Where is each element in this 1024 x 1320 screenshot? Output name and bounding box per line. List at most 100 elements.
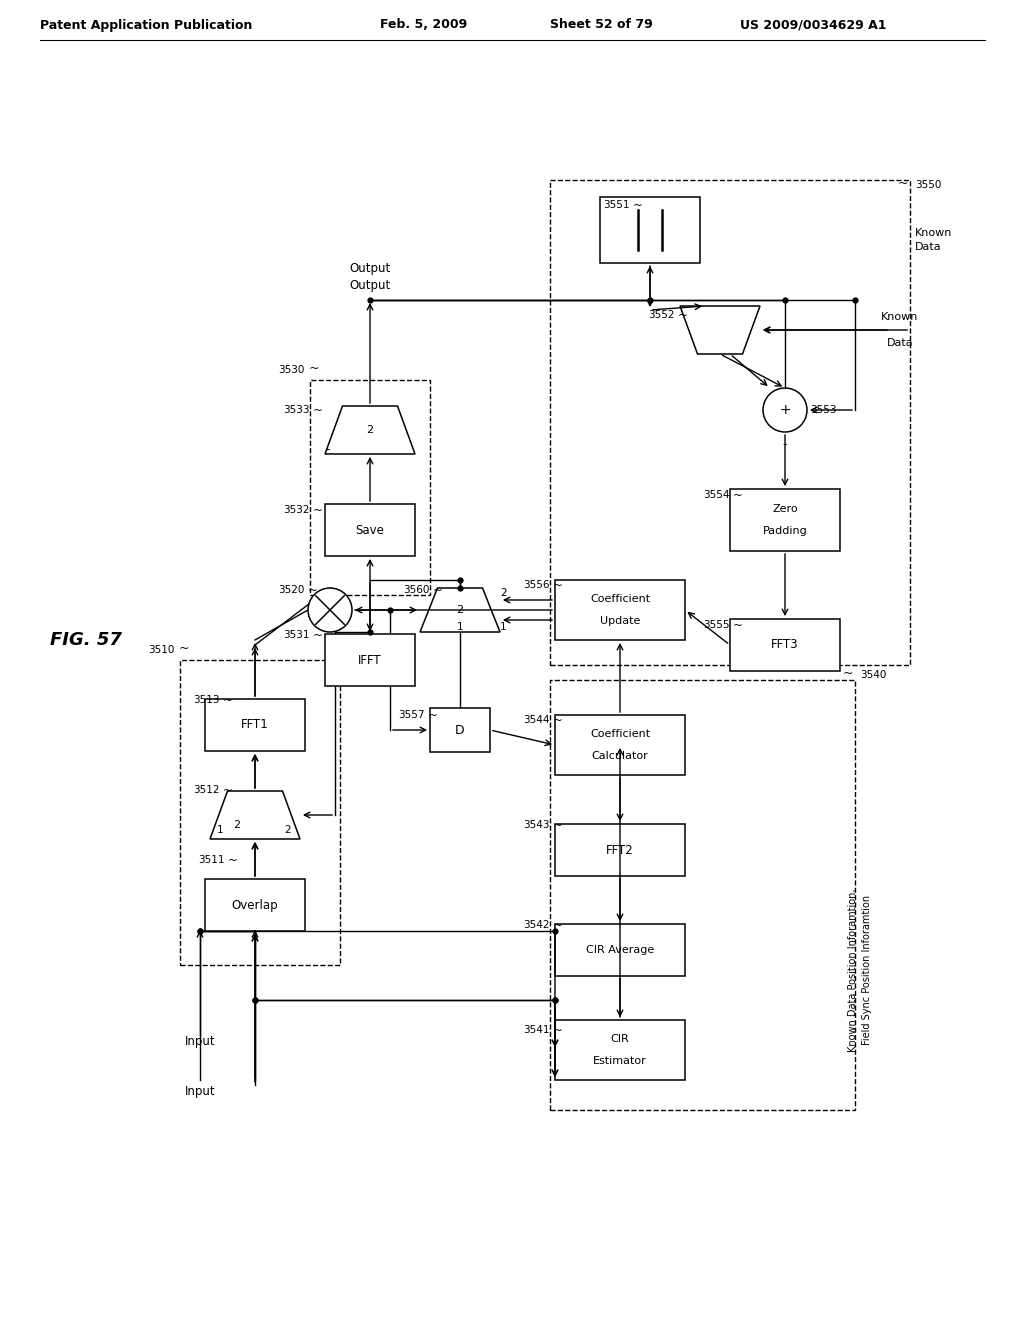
Text: 3510: 3510 xyxy=(148,645,175,655)
Bar xyxy=(555,1020,685,1080)
Text: 3543: 3543 xyxy=(523,820,550,830)
Text: ~: ~ xyxy=(553,578,563,591)
Text: 3531: 3531 xyxy=(284,630,310,640)
Text: ~: ~ xyxy=(553,1023,563,1036)
Text: ~: ~ xyxy=(433,583,442,597)
Text: Sheet 52 of 79: Sheet 52 of 79 xyxy=(550,18,652,32)
Bar xyxy=(205,700,305,751)
Text: ~: ~ xyxy=(553,818,563,832)
Text: ~: ~ xyxy=(678,309,688,322)
Text: 3554: 3554 xyxy=(703,490,730,500)
Bar xyxy=(555,824,685,876)
Text: 3556: 3556 xyxy=(523,579,550,590)
Text: ~: ~ xyxy=(308,583,317,597)
Text: Estimator: Estimator xyxy=(593,1056,647,1065)
Polygon shape xyxy=(210,791,300,840)
Text: Input: Input xyxy=(184,1085,215,1098)
Bar xyxy=(180,660,340,965)
Text: Known: Known xyxy=(882,312,919,322)
Text: 3552: 3552 xyxy=(648,310,675,319)
Text: 3557: 3557 xyxy=(398,710,425,719)
Text: Coefficient: Coefficient xyxy=(590,729,650,739)
Text: 1: 1 xyxy=(457,622,463,632)
Text: 3551: 3551 xyxy=(603,201,630,210)
Text: FFT3: FFT3 xyxy=(771,639,799,652)
Text: 3533: 3533 xyxy=(284,405,310,414)
Text: Save: Save xyxy=(355,524,384,536)
Bar xyxy=(550,180,910,665)
Text: Input: Input xyxy=(184,1035,215,1048)
Text: 3542: 3542 xyxy=(523,920,550,931)
Text: Output: Output xyxy=(349,279,390,292)
Text: CIR Average: CIR Average xyxy=(586,945,654,954)
Text: 2: 2 xyxy=(457,605,464,615)
Text: Update: Update xyxy=(600,616,640,626)
Text: 1: 1 xyxy=(217,825,223,836)
Bar xyxy=(555,924,685,975)
Text: ~: ~ xyxy=(553,714,563,726)
Bar xyxy=(730,488,840,550)
Text: CIR: CIR xyxy=(610,1034,630,1044)
Text: Coefficient: Coefficient xyxy=(590,594,650,605)
Text: 2: 2 xyxy=(285,825,291,836)
Text: 3513: 3513 xyxy=(194,696,220,705)
Text: 3520: 3520 xyxy=(279,585,305,595)
Text: ~: ~ xyxy=(223,693,232,706)
Text: ~: ~ xyxy=(428,709,438,722)
Text: ~: ~ xyxy=(179,642,189,655)
Text: FIG. 57: FIG. 57 xyxy=(50,631,122,649)
Text: ~: ~ xyxy=(313,503,323,516)
Text: Overlap: Overlap xyxy=(231,899,279,912)
Text: ~: ~ xyxy=(309,362,319,375)
Text: 3550: 3550 xyxy=(915,180,941,190)
Text: ~: ~ xyxy=(633,198,643,211)
Text: ~: ~ xyxy=(733,488,742,502)
Text: ~: ~ xyxy=(313,628,323,642)
Text: ~: ~ xyxy=(313,404,323,417)
Text: 2: 2 xyxy=(367,425,374,436)
Text: 3560: 3560 xyxy=(403,585,430,595)
Bar xyxy=(325,634,415,686)
Text: -: - xyxy=(782,438,787,451)
Polygon shape xyxy=(325,407,415,454)
Text: Zero: Zero xyxy=(772,504,798,513)
Text: 3530: 3530 xyxy=(279,366,305,375)
Text: ~: ~ xyxy=(228,854,238,866)
Bar xyxy=(430,708,490,752)
Bar xyxy=(550,680,855,1110)
Text: 3532: 3532 xyxy=(284,506,310,515)
Text: D: D xyxy=(456,723,465,737)
Bar xyxy=(555,579,685,640)
Text: Padding: Padding xyxy=(763,527,807,536)
Text: 3553: 3553 xyxy=(810,405,837,414)
Text: FFT1: FFT1 xyxy=(241,718,269,731)
Text: ~: ~ xyxy=(897,177,908,190)
Text: ~: ~ xyxy=(223,784,232,796)
Bar xyxy=(555,715,685,775)
Circle shape xyxy=(308,587,352,632)
Text: ~: ~ xyxy=(843,667,853,680)
Bar xyxy=(600,198,700,263)
Text: 3544: 3544 xyxy=(523,715,550,725)
Text: 1: 1 xyxy=(500,622,507,632)
Text: 2: 2 xyxy=(500,587,507,598)
Text: Known
Data: Known Data xyxy=(915,228,952,252)
Polygon shape xyxy=(680,306,760,354)
Text: Data: Data xyxy=(887,338,913,348)
Text: ~: ~ xyxy=(553,919,563,932)
Polygon shape xyxy=(420,587,500,632)
Text: IFFT: IFFT xyxy=(358,653,382,667)
Bar xyxy=(310,380,430,595)
Text: 3555: 3555 xyxy=(703,620,730,630)
Text: 3540: 3540 xyxy=(860,671,887,680)
Text: ~: ~ xyxy=(733,619,742,631)
Bar xyxy=(325,504,415,556)
Text: US 2009/0034629 A1: US 2009/0034629 A1 xyxy=(740,18,887,32)
Text: Feb. 5, 2009: Feb. 5, 2009 xyxy=(380,18,467,32)
Bar xyxy=(205,879,305,931)
Text: Calculator: Calculator xyxy=(592,751,648,760)
Text: +: + xyxy=(779,403,791,417)
Text: FFT2: FFT2 xyxy=(606,843,634,857)
Text: 3511: 3511 xyxy=(199,855,225,865)
Text: Patent Application Publication: Patent Application Publication xyxy=(40,18,252,32)
